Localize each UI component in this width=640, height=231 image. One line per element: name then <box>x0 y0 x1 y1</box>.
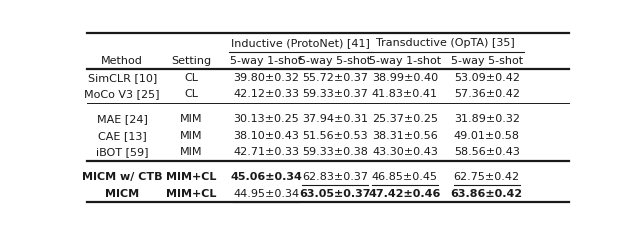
Text: 63.86±0.42: 63.86±0.42 <box>451 189 523 199</box>
Text: 49.01±0.58: 49.01±0.58 <box>454 131 520 141</box>
Text: 57.36±0.42: 57.36±0.42 <box>454 89 520 99</box>
Text: MIM+CL: MIM+CL <box>166 172 217 182</box>
Text: 38.31±0.56: 38.31±0.56 <box>372 131 438 141</box>
Text: Setting: Setting <box>172 56 212 66</box>
Text: 62.83±0.37: 62.83±0.37 <box>303 172 369 182</box>
Text: 41.83±0.41: 41.83±0.41 <box>372 89 438 99</box>
Text: 37.94±0.31: 37.94±0.31 <box>303 114 369 124</box>
Text: Transductive (OpTA) [35]: Transductive (OpTA) [35] <box>376 38 515 48</box>
Text: MICM: MICM <box>105 189 140 199</box>
Text: 46.85±0.45: 46.85±0.45 <box>372 172 438 182</box>
Text: 59.33±0.38: 59.33±0.38 <box>303 147 369 158</box>
Text: 5-way 1-shot: 5-way 1-shot <box>230 56 302 66</box>
Text: 55.72±0.37: 55.72±0.37 <box>303 73 369 83</box>
Text: 25.37±0.25: 25.37±0.25 <box>372 114 438 124</box>
Text: MAE [24]: MAE [24] <box>97 114 148 124</box>
Text: CL: CL <box>184 89 198 99</box>
Text: 30.13±0.25: 30.13±0.25 <box>233 114 299 124</box>
Text: 43.30±0.43: 43.30±0.43 <box>372 147 438 158</box>
Text: 42.71±0.33: 42.71±0.33 <box>233 147 299 158</box>
Text: MIM: MIM <box>180 147 203 158</box>
Text: 5-way 5-shot: 5-way 5-shot <box>300 56 371 66</box>
Text: MoCo V3 [25]: MoCo V3 [25] <box>84 89 160 99</box>
Text: Inductive (ProtoNet) [41]: Inductive (ProtoNet) [41] <box>231 38 370 48</box>
Text: Method: Method <box>101 56 143 66</box>
Text: 53.09±0.42: 53.09±0.42 <box>454 73 520 83</box>
Text: 5-way 1-shot: 5-way 1-shot <box>369 56 441 66</box>
Text: 47.42±0.46: 47.42±0.46 <box>369 189 441 199</box>
Text: SimCLR [10]: SimCLR [10] <box>88 73 157 83</box>
Text: CAE [13]: CAE [13] <box>98 131 147 141</box>
Text: 31.89±0.32: 31.89±0.32 <box>454 114 520 124</box>
Text: iBOT [59]: iBOT [59] <box>96 147 148 158</box>
Text: 45.06±0.34: 45.06±0.34 <box>230 172 302 182</box>
Text: 38.10±0.43: 38.10±0.43 <box>233 131 299 141</box>
Text: MIM: MIM <box>180 114 203 124</box>
Text: MIM+CL: MIM+CL <box>166 189 217 199</box>
Text: 51.56±0.53: 51.56±0.53 <box>303 131 368 141</box>
Text: MICM w/ CTB: MICM w/ CTB <box>82 172 163 182</box>
Text: 5-way 5-shot: 5-way 5-shot <box>451 56 523 66</box>
Text: CL: CL <box>184 73 198 83</box>
Text: 59.33±0.37: 59.33±0.37 <box>303 89 369 99</box>
Text: 38.99±0.40: 38.99±0.40 <box>372 73 438 83</box>
Text: 62.75±0.42: 62.75±0.42 <box>454 172 520 182</box>
Text: 42.12±0.33: 42.12±0.33 <box>233 89 299 99</box>
Text: 44.95±0.34: 44.95±0.34 <box>233 189 299 199</box>
Text: 58.56±0.43: 58.56±0.43 <box>454 147 520 158</box>
Text: 63.05±0.37: 63.05±0.37 <box>300 189 371 199</box>
Text: MIM: MIM <box>180 131 203 141</box>
Text: 39.80±0.32: 39.80±0.32 <box>233 73 299 83</box>
